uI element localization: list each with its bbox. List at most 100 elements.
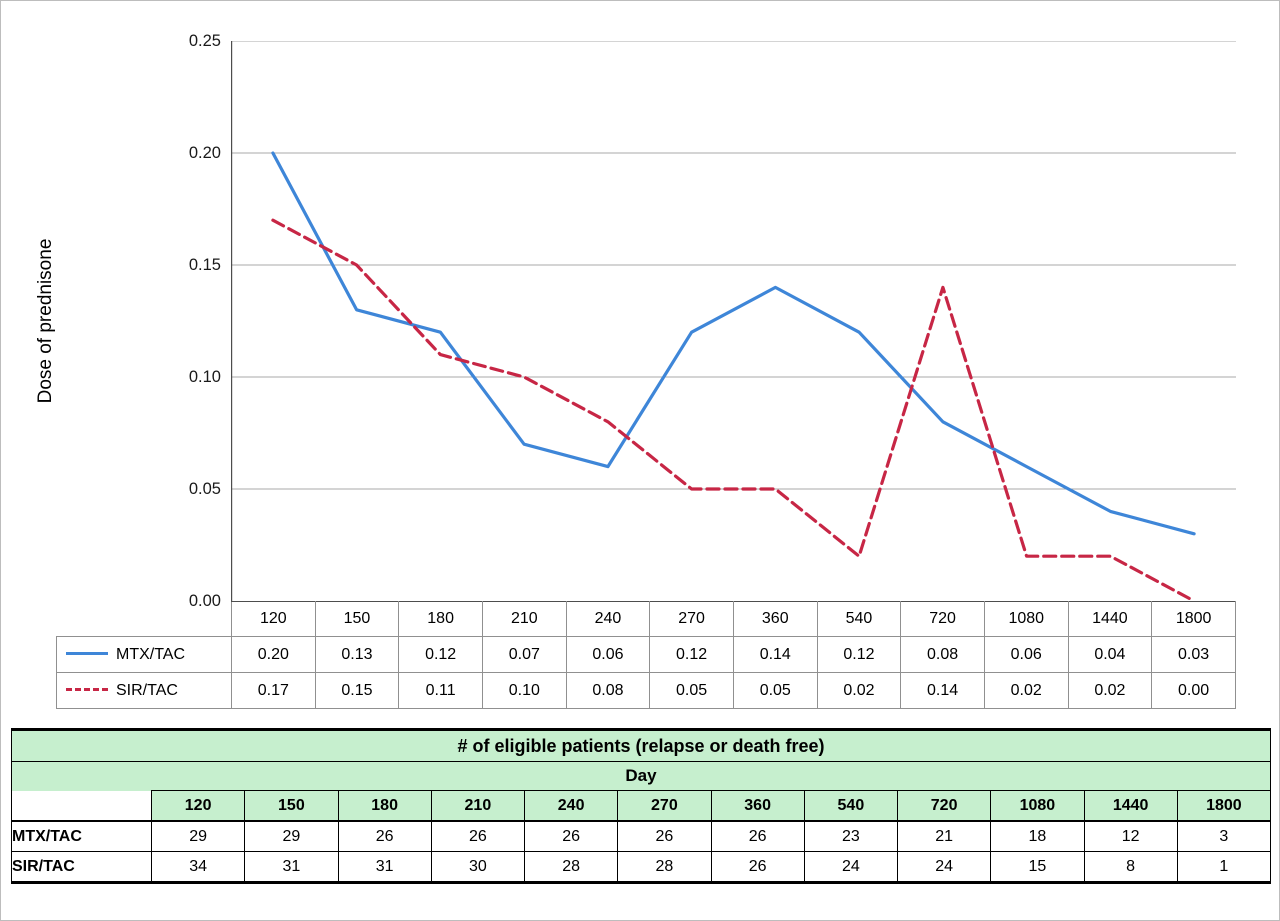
prednisone-dose-plot xyxy=(231,41,1236,601)
patient-count-cell: 12 xyxy=(1083,820,1178,852)
series-name: SIR/TAC xyxy=(116,681,178,699)
day-number-cell: 720 xyxy=(896,790,992,822)
legend-item-mtx-tac: MTX/TAC xyxy=(56,636,232,673)
day-header-row: Day xyxy=(11,761,1271,791)
dose-value-cell: 0.13 xyxy=(314,636,400,673)
x-axis-label: 150 xyxy=(314,601,400,637)
x-axis-label: 720 xyxy=(900,601,985,637)
patient-count-cell: 15 xyxy=(990,851,1085,884)
day-number-cell: 270 xyxy=(617,790,712,822)
x-axis-label: 1440 xyxy=(1067,601,1153,637)
patient-count-cell: 29 xyxy=(244,820,339,852)
x-axis-label: 240 xyxy=(565,601,651,637)
chart-table-row-sir-tac: SIR/TAC 0.17 0.15 0.11 0.10 0.08 0.05 0.05 0.02 0… xyxy=(56,672,1236,709)
dose-value-cell: 0.14 xyxy=(732,636,818,673)
legend-spacer-cell xyxy=(57,602,232,637)
x-axis-label: 270 xyxy=(649,601,734,637)
chart-table-row-mtx-tac: MTX/TAC 0.20 0.13 0.12 0.07 0.06 0.12 0.14 0.12 0… xyxy=(56,636,1236,673)
eligible-patients-table: # of eligible patients (relapse or death… xyxy=(11,728,1272,884)
dose-value-cell: 0.06 xyxy=(983,636,1069,673)
row-label: MTX/TAC xyxy=(11,820,152,852)
patient-count-cell: 21 xyxy=(896,820,992,852)
dose-value-cell: 0.04 xyxy=(1067,636,1153,673)
x-axis-label: 120 xyxy=(231,601,316,637)
dose-value-cell: 0.20 xyxy=(231,636,316,673)
dose-value-cell: 0.10 xyxy=(481,672,567,709)
chart-data-table: 120 150 180 210 240 270 360 540 720 1080 1440 1800 M… xyxy=(56,601,1236,709)
patient-count-cell: 23 xyxy=(803,820,899,852)
x-axis-label: 210 xyxy=(481,601,567,637)
patient-count-cell: 34 xyxy=(150,851,246,884)
dose-value-cell: 0.12 xyxy=(398,636,483,673)
patient-count-row-mtx-tac: MTX/TAC 29 29 26 26 26 26 26 23 21 18 12 3 xyxy=(11,820,1272,852)
mtx-tac-series-line xyxy=(271,151,1196,536)
patient-count-cell: 28 xyxy=(617,851,712,884)
patient-count-cell: 26 xyxy=(710,820,805,852)
patient-count-cell: 31 xyxy=(244,851,339,884)
dose-value-cell: 0.02 xyxy=(983,672,1069,709)
legend-item-sir-tac: SIR/TAC xyxy=(56,672,232,709)
patient-count-cell: 26 xyxy=(430,820,526,852)
day-row-spacer xyxy=(11,790,152,822)
dose-value-cell: 0.05 xyxy=(649,672,734,709)
dose-value-cell: 0.07 xyxy=(481,636,567,673)
patient-count-cell: 26 xyxy=(523,820,619,852)
day-number-cell: 360 xyxy=(710,790,805,822)
day-number-cell: 240 xyxy=(523,790,619,822)
patient-table-title-row: # of eligible patients (relapse or death… xyxy=(11,728,1271,762)
x-axis-labels-row: 120 150 180 210 240 270 360 540 720 1080 1440 1800 xyxy=(57,601,1236,637)
dose-value-cell: 0.00 xyxy=(1151,672,1236,709)
y-axis-tick: 0.25 xyxy=(188,32,221,50)
dose-value-cell: 0.15 xyxy=(314,672,400,709)
patient-count-cell: 24 xyxy=(803,851,899,884)
patient-count-cell: 31 xyxy=(337,851,432,884)
patient-count-cell: 28 xyxy=(523,851,619,884)
y-axis-tick: 0.05 xyxy=(188,480,221,498)
day-header: Day xyxy=(11,761,1271,791)
patient-table-title: # of eligible patients (relapse or death… xyxy=(11,728,1271,762)
patient-count-cell: 26 xyxy=(617,820,712,852)
y-axis-title: Dose of prednisone xyxy=(35,238,56,404)
patient-count-cell: 3 xyxy=(1176,820,1272,852)
sir-tac-series-line xyxy=(271,218,1196,601)
dose-value-cell: 0.11 xyxy=(398,672,483,709)
patient-count-cell: 26 xyxy=(337,820,432,852)
day-numbers-row: 120 150 180 210 240 270 360 540 720 1080 1440 1800 xyxy=(11,790,1272,822)
x-axis-label: 360 xyxy=(732,601,818,637)
x-axis-label: 180 xyxy=(398,601,483,637)
day-number-cell: 210 xyxy=(430,790,526,822)
dose-value-cell: 0.05 xyxy=(732,672,818,709)
mtx-tac-line-swatch xyxy=(66,651,108,655)
patient-count-cell: 8 xyxy=(1083,851,1178,884)
dose-value-cell: 0.02 xyxy=(1067,672,1153,709)
patient-count-cell: 1 xyxy=(1176,851,1272,884)
dose-value-cell: 0.08 xyxy=(565,672,651,709)
day-number-cell: 1440 xyxy=(1083,790,1178,822)
x-axis-label: 1800 xyxy=(1151,601,1236,637)
dose-value-cell: 0.17 xyxy=(231,672,316,709)
dose-value-cell: 0.06 xyxy=(565,636,651,673)
day-number-cell: 540 xyxy=(803,790,899,822)
day-number-cell: 1080 xyxy=(990,790,1085,822)
patient-count-cell: 29 xyxy=(150,820,246,852)
row-label: SIR/TAC xyxy=(11,851,152,884)
dose-value-cell: 0.03 xyxy=(1151,636,1236,673)
patient-count-cell: 30 xyxy=(430,851,526,884)
dose-value-cell: 0.02 xyxy=(816,672,902,709)
dose-value-cell: 0.12 xyxy=(816,636,902,673)
dose-value-cell: 0.12 xyxy=(649,636,734,673)
y-axis-tick: 0.15 xyxy=(188,256,221,274)
day-number-cell: 120 xyxy=(150,790,246,822)
y-axis-tick: 0.20 xyxy=(188,144,221,162)
x-axis-label: 540 xyxy=(816,601,902,637)
y-axis-tick: 0.10 xyxy=(188,368,221,386)
dose-value-cell: 0.08 xyxy=(900,636,985,673)
patient-count-cell: 26 xyxy=(710,851,805,884)
day-number-cell: 180 xyxy=(337,790,432,822)
patient-count-cell: 18 xyxy=(990,820,1085,852)
patient-count-cell: 24 xyxy=(896,851,992,884)
day-number-cell: 150 xyxy=(244,790,339,822)
patient-count-row-sir-tac: SIR/TAC 34 31 31 30 28 28 26 24 24 15 8 1 xyxy=(11,851,1272,884)
dose-value-cell: 0.14 xyxy=(900,672,985,709)
